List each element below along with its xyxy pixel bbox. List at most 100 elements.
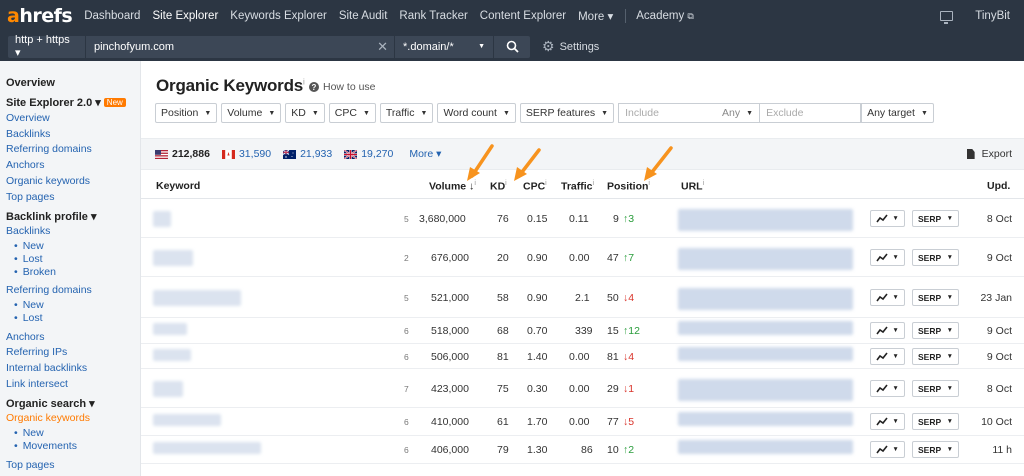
- keyword-blurred[interactable]: [153, 381, 183, 397]
- col-position[interactable]: Positioni: [607, 180, 650, 193]
- col-kd[interactable]: KDi: [490, 180, 507, 193]
- sidebar-item-anchors-2[interactable]: Anchors: [6, 330, 45, 343]
- sidebar-item-link-intersect[interactable]: Link intersect: [6, 377, 68, 390]
- position-history-button[interactable]: ▼: [870, 441, 905, 458]
- country-gb[interactable]: 19,270: [344, 148, 393, 160]
- country-ca[interactable]: 31,590: [221, 148, 271, 160]
- url-blurred[interactable]: [678, 248, 853, 270]
- include-any-select[interactable]: Any ▼: [722, 107, 754, 119]
- keyword-blurred[interactable]: [153, 323, 187, 335]
- sidebar-item-backlinks-2[interactable]: Backlinks: [6, 225, 51, 238]
- settings-button[interactable]: ⚙ Settings: [542, 38, 599, 55]
- position-history-button[interactable]: ▼: [870, 413, 905, 430]
- col-cpc[interactable]: CPCi: [523, 180, 547, 193]
- user-menu[interactable]: TinyBit: [975, 10, 1010, 22]
- exclude-input[interactable]: Exclude: [760, 103, 862, 123]
- col-traffic[interactable]: Traffici: [561, 180, 595, 193]
- sidebar-item-refdomains-lost[interactable]: Lost: [6, 312, 140, 325]
- url-blurred[interactable]: [678, 440, 853, 454]
- nav-content-explorer[interactable]: Content Explorer: [479, 10, 567, 22]
- position-history-button[interactable]: ▼: [870, 380, 905, 397]
- keyword-blurred[interactable]: [153, 250, 193, 266]
- country-au[interactable]: 21,933: [283, 148, 332, 160]
- url-blurred[interactable]: [678, 412, 853, 426]
- sidebar-organic-search-heading[interactable]: Organic search ▾: [6, 398, 95, 411]
- keyword-blurred[interactable]: [153, 349, 191, 361]
- sidebar-item-organic-new[interactable]: New: [6, 427, 140, 440]
- serp-button[interactable]: SERP ▼: [912, 210, 959, 227]
- country-us[interactable]: 212,886: [155, 148, 210, 160]
- sidebar-item-top-pages[interactable]: Top pages: [6, 190, 55, 203]
- serp-button[interactable]: SERP ▼: [912, 441, 959, 458]
- col-volume[interactable]: Volume ↓i: [429, 180, 476, 193]
- sidebar-item-top-pages-2[interactable]: Top pages: [6, 458, 55, 471]
- url-blurred[interactable]: [678, 321, 853, 335]
- info-icon[interactable]: i: [303, 77, 305, 87]
- position-history-button[interactable]: ▼: [870, 289, 905, 306]
- nav-keywords-explorer[interactable]: Keywords Explorer: [230, 10, 327, 22]
- keyword-blurred[interactable]: [153, 211, 171, 227]
- sidebar-item-internal-backlinks[interactable]: Internal backlinks: [6, 362, 88, 375]
- filter-kd[interactable]: KD ▼: [285, 103, 325, 123]
- nav-site-explorer[interactable]: Site Explorer: [152, 10, 219, 22]
- sidebar-item-anchors[interactable]: Anchors: [6, 159, 45, 172]
- how-to-use-link[interactable]: ? How to use: [309, 81, 376, 93]
- sidebar-item-referring-domains-2[interactable]: Referring domains: [6, 284, 92, 297]
- sidebar-item-backlinks-lost[interactable]: Lost: [6, 253, 140, 266]
- keyword-blurred[interactable]: [153, 290, 241, 306]
- keyword-blurred[interactable]: [153, 442, 261, 454]
- search-button[interactable]: [494, 35, 530, 58]
- serp-button[interactable]: SERP ▼: [912, 380, 959, 397]
- protocol-select[interactable]: http + https ▾: [8, 34, 85, 59]
- clear-icon[interactable]: ✕: [377, 38, 388, 54]
- url-blurred[interactable]: [678, 209, 853, 231]
- sidebar-item-referring-ips[interactable]: Referring IPs: [6, 346, 68, 359]
- sidebar-backlink-profile-heading[interactable]: Backlink profile ▾: [6, 211, 97, 224]
- sidebar-item-backlinks-broken[interactable]: Broken: [6, 266, 140, 279]
- filter-volume[interactable]: Volume ▼: [221, 103, 282, 123]
- nav-rank-tracker[interactable]: Rank Tracker: [399, 10, 468, 22]
- position-history-button[interactable]: ▼: [870, 322, 905, 339]
- serp-button[interactable]: SERP ▼: [912, 322, 959, 339]
- sidebar-item-organic-keywords-active[interactable]: Organic keywords: [6, 412, 91, 425]
- nav-dashboard[interactable]: Dashboard: [84, 10, 141, 22]
- sidebar-overview-heading[interactable]: Overview: [6, 77, 55, 89]
- nav-site-audit[interactable]: Site Audit: [338, 10, 388, 22]
- target-select[interactable]: Any target ▼: [861, 103, 934, 123]
- serp-button[interactable]: SERP ▼: [912, 413, 959, 430]
- col-updated[interactable]: Upd.: [987, 180, 1011, 192]
- url-blurred[interactable]: [678, 288, 853, 310]
- domain-input[interactable]: pinchofyum.com ✕: [86, 35, 394, 58]
- sidebar-item-referring-domains[interactable]: Referring domains: [6, 143, 92, 156]
- serp-button[interactable]: SERP ▼: [912, 249, 959, 266]
- position-history-button[interactable]: ▼: [870, 348, 905, 365]
- filter-cpc[interactable]: CPC ▼: [328, 103, 376, 123]
- position-history-button[interactable]: ▼: [870, 210, 905, 227]
- sidebar-item-organic-keywords[interactable]: Organic keywords: [6, 174, 91, 187]
- keyword-blurred[interactable]: [153, 414, 221, 426]
- export-button[interactable]: Export: [966, 148, 1012, 160]
- sidebar-se2-heading[interactable]: Site Explorer 2.0 ▾ New: [6, 96, 140, 109]
- mode-select[interactable]: *.domain/* ▼: [395, 35, 493, 58]
- include-input[interactable]: Include Any ▼: [618, 103, 761, 123]
- sidebar-item-refdomains-new[interactable]: New: [6, 299, 140, 312]
- filter-traffic[interactable]: Traffic ▼: [379, 103, 434, 123]
- sidebar-item-backlinks[interactable]: Backlinks: [6, 127, 51, 140]
- ahrefs-logo[interactable]: ahrefs: [7, 5, 73, 27]
- url-blurred[interactable]: [678, 379, 853, 401]
- filter-serp-features[interactable]: SERP features ▼: [519, 103, 615, 123]
- url-blurred[interactable]: [678, 347, 853, 361]
- serp-button[interactable]: SERP ▼: [912, 289, 959, 306]
- sidebar-item-organic-movements[interactable]: Movements: [6, 440, 140, 453]
- monitor-icon[interactable]: [940, 11, 954, 24]
- col-keyword[interactable]: Keyword: [156, 180, 201, 192]
- nav-more[interactable]: More ▾: [578, 11, 614, 23]
- more-countries-link[interactable]: More ▾: [409, 148, 442, 160]
- serp-button[interactable]: SERP ▼: [912, 348, 959, 365]
- sidebar-item-overview[interactable]: Overview: [6, 112, 50, 124]
- sidebar-item-backlinks-new[interactable]: New: [6, 240, 140, 253]
- filter-position[interactable]: Position ▼: [155, 103, 218, 123]
- nav-academy[interactable]: Academy ⧉: [636, 10, 694, 22]
- col-url[interactable]: URLi: [681, 180, 705, 193]
- filter-word-count[interactable]: Word count ▼: [437, 103, 516, 123]
